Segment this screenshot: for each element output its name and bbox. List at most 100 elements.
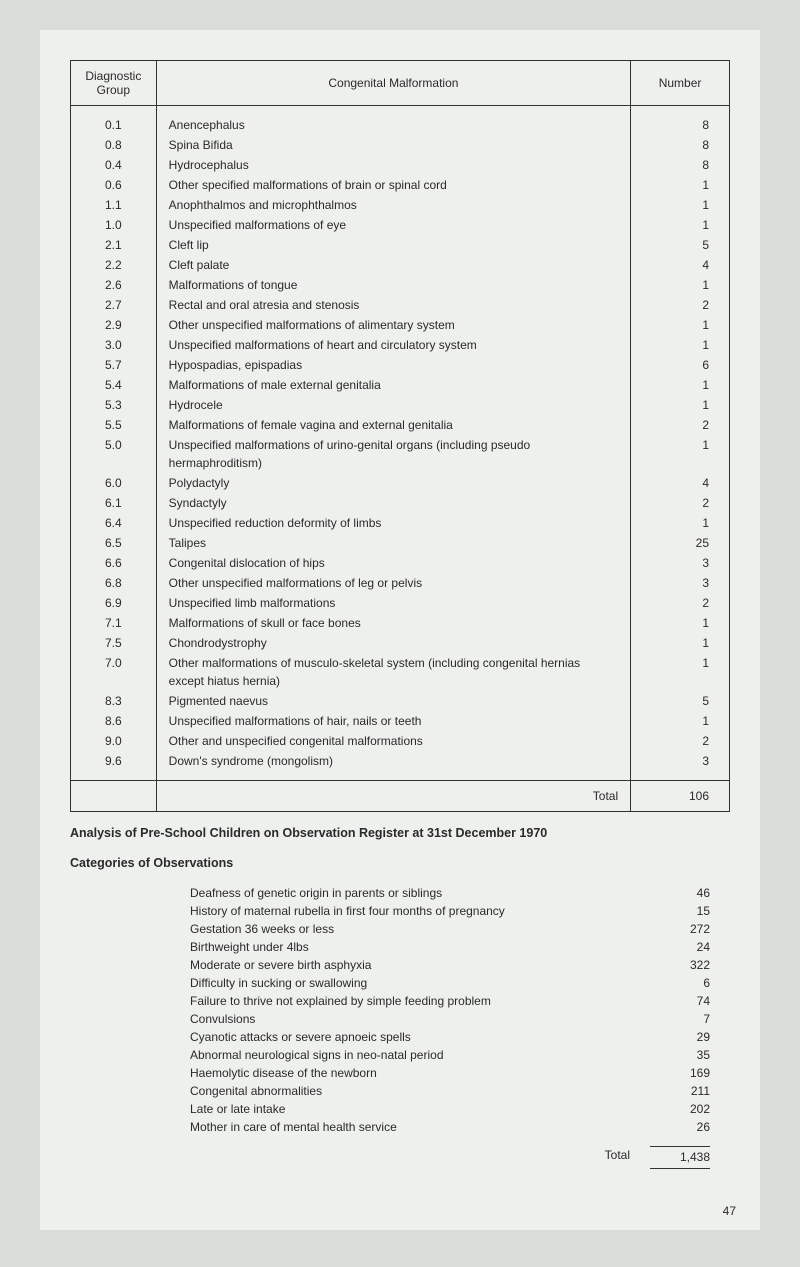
cell-number: 6 bbox=[631, 355, 730, 375]
cell-number: 2 bbox=[631, 415, 730, 435]
cell-code: 7.0 bbox=[71, 653, 157, 691]
observation-value: 74 bbox=[650, 992, 710, 1010]
observation-label: Deafness of genetic origin in parents or… bbox=[190, 884, 650, 902]
cell-number: 2 bbox=[631, 493, 730, 513]
cell-number: 1 bbox=[631, 335, 730, 355]
cell-number: 1 bbox=[631, 315, 730, 335]
header-congenital-malformation: Congenital Malformation bbox=[156, 61, 630, 106]
observation-label: Convulsions bbox=[190, 1010, 650, 1028]
observation-row: Failure to thrive not explained by simpl… bbox=[190, 992, 710, 1010]
cell-number: 1 bbox=[631, 633, 730, 653]
observation-label: Failure to thrive not explained by simpl… bbox=[190, 992, 650, 1010]
cell-number: 1 bbox=[631, 395, 730, 415]
cell-code: 0.1 bbox=[71, 106, 157, 136]
observation-label: Moderate or severe birth asphyxia bbox=[190, 956, 650, 974]
cell-code: 2.9 bbox=[71, 315, 157, 335]
table-row: 1.1Anophthalmos and microphthalmos1 bbox=[71, 195, 730, 215]
categories-title: Categories of Observations bbox=[70, 856, 730, 870]
cell-code: 1.1 bbox=[71, 195, 157, 215]
table-row: 2.1Cleft lip5 bbox=[71, 235, 730, 255]
observation-label: Late or late intake bbox=[190, 1100, 650, 1118]
header-diagnostic-group: Diagnostic Group bbox=[71, 61, 157, 106]
cell-code: 5.5 bbox=[71, 415, 157, 435]
page-number: 47 bbox=[723, 1204, 736, 1218]
cell-description: Pigmented naevus bbox=[156, 691, 630, 711]
table-row: 2.2Cleft palate4 bbox=[71, 255, 730, 275]
table-row: 9.6Down's syndrome (mongolism)3 bbox=[71, 751, 730, 781]
observation-row: Abnormal neurological signs in neo-natal… bbox=[190, 1046, 710, 1064]
table-row: 6.0Polydactyly4 bbox=[71, 473, 730, 493]
cell-code: 5.4 bbox=[71, 375, 157, 395]
table-row: 5.7Hypospadias, epispadias6 bbox=[71, 355, 730, 375]
cell-number: 1 bbox=[631, 275, 730, 295]
table-row: 2.9Other unspecified malformations of al… bbox=[71, 315, 730, 335]
table-row: 7.5Chondrodystrophy1 bbox=[71, 633, 730, 653]
cell-description: Unspecified limb malformations bbox=[156, 593, 630, 613]
cell-number: 1 bbox=[631, 711, 730, 731]
cell-code: 2.6 bbox=[71, 275, 157, 295]
observation-label: Mother in care of mental health service bbox=[190, 1118, 650, 1136]
total-value: 106 bbox=[631, 781, 730, 812]
cell-code: 7.5 bbox=[71, 633, 157, 653]
cell-code: 2.2 bbox=[71, 255, 157, 275]
table-row: 5.0Unspecified malformations of urino-ge… bbox=[71, 435, 730, 473]
cell-description: Other unspecified malformations of leg o… bbox=[156, 573, 630, 593]
cell-description: Malformations of female vagina and exter… bbox=[156, 415, 630, 435]
table-total-row: Total 106 bbox=[71, 781, 730, 812]
cell-description: Unspecified malformations of hair, nails… bbox=[156, 711, 630, 731]
cell-code: 8.6 bbox=[71, 711, 157, 731]
cell-number: 1 bbox=[631, 653, 730, 691]
cell-number: 1 bbox=[631, 435, 730, 473]
table-row: 8.3Pigmented naevus5 bbox=[71, 691, 730, 711]
table-header-row: Diagnostic Group Congenital Malformation… bbox=[71, 61, 730, 106]
cell-number: 5 bbox=[631, 691, 730, 711]
cell-description: Hydrocephalus bbox=[156, 155, 630, 175]
cell-number: 2 bbox=[631, 593, 730, 613]
cell-number: 3 bbox=[631, 751, 730, 781]
cell-number: 1 bbox=[631, 215, 730, 235]
cell-number: 2 bbox=[631, 295, 730, 315]
observation-row: History of maternal rubella in first fou… bbox=[190, 902, 710, 920]
observation-value: 7 bbox=[650, 1010, 710, 1028]
cell-description: Hypospadias, epispadias bbox=[156, 355, 630, 375]
observation-value: 26 bbox=[650, 1118, 710, 1136]
cell-description: Other malformations of musculo-skeletal … bbox=[156, 653, 630, 691]
cell-number: 2 bbox=[631, 731, 730, 751]
observation-row: Convulsions7 bbox=[190, 1010, 710, 1028]
observation-value: 6 bbox=[650, 974, 710, 992]
table-row: 5.5Malformations of female vagina and ex… bbox=[71, 415, 730, 435]
table-row: 6.8Other unspecified malformations of le… bbox=[71, 573, 730, 593]
cell-description: Malformations of tongue bbox=[156, 275, 630, 295]
table-row: 6.9Unspecified limb malformations2 bbox=[71, 593, 730, 613]
cell-code: 0.8 bbox=[71, 135, 157, 155]
cell-number: 4 bbox=[631, 473, 730, 493]
observation-value: 322 bbox=[650, 956, 710, 974]
table-row: 6.6Congenital dislocation of hips3 bbox=[71, 553, 730, 573]
observation-row: Congenital abnormalities211 bbox=[190, 1082, 710, 1100]
observation-value: 211 bbox=[650, 1082, 710, 1100]
cell-description: Cleft lip bbox=[156, 235, 630, 255]
table-row: 2.6Malformations of tongue1 bbox=[71, 275, 730, 295]
cell-description: Unspecified malformations of urino-genit… bbox=[156, 435, 630, 473]
cell-description: Malformations of male external genitalia bbox=[156, 375, 630, 395]
cell-description: Cleft palate bbox=[156, 255, 630, 275]
observations-total-label: Total bbox=[190, 1146, 650, 1169]
header-number: Number bbox=[631, 61, 730, 106]
observation-label: Birthweight under 4lbs bbox=[190, 938, 650, 956]
cell-code: 6.0 bbox=[71, 473, 157, 493]
cell-number: 4 bbox=[631, 255, 730, 275]
cell-code: 6.9 bbox=[71, 593, 157, 613]
cell-description: Chondrodystrophy bbox=[156, 633, 630, 653]
cell-code: 6.5 bbox=[71, 533, 157, 553]
document-page: Diagnostic Group Congenital Malformation… bbox=[40, 30, 760, 1230]
cell-description: Rectal and oral atresia and stenosis bbox=[156, 295, 630, 315]
cell-code: 3.0 bbox=[71, 335, 157, 355]
cell-description: Congenital dislocation of hips bbox=[156, 553, 630, 573]
cell-code: 5.0 bbox=[71, 435, 157, 473]
cell-code: 1.0 bbox=[71, 215, 157, 235]
table-row: 8.6Unspecified malformations of hair, na… bbox=[71, 711, 730, 731]
cell-code: 6.4 bbox=[71, 513, 157, 533]
observation-label: Difficulty in sucking or swallowing bbox=[190, 974, 650, 992]
table-row: 2.7Rectal and oral atresia and stenosis2 bbox=[71, 295, 730, 315]
table-row: 5.4Malformations of male external genita… bbox=[71, 375, 730, 395]
